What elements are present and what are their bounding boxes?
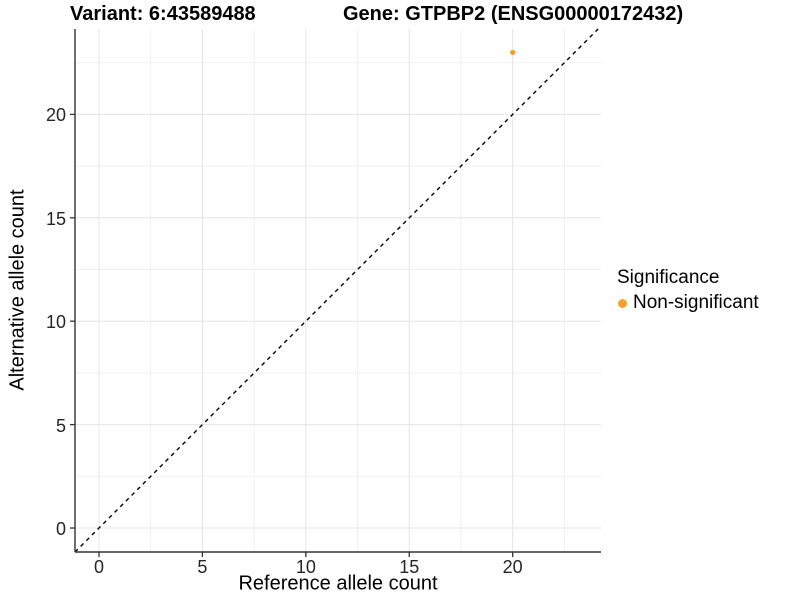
x-tick-label: 10 <box>295 557 316 577</box>
x-axis-title: Reference allele count <box>238 572 438 595</box>
legend-entry: Non-significant <box>617 292 759 314</box>
legend-entry-label: Non-significant <box>633 292 759 313</box>
x-tick-label: 15 <box>399 557 420 577</box>
x-tick-label: 0 <box>93 557 104 577</box>
gene-title: Gene: GTPBP2 (ENSG00000172432) <box>343 3 684 25</box>
legend-title: Significance <box>617 267 720 288</box>
data-point <box>510 49 516 55</box>
y-tick-label: 5 <box>55 415 66 436</box>
variant-title: Variant: 6:43589488 <box>70 3 256 25</box>
legend-point-swatch-icon <box>618 298 627 308</box>
y-tick-label: 10 <box>45 312 66 333</box>
y-tick-label: 15 <box>45 208 66 229</box>
y-tick-label: 20 <box>45 105 66 126</box>
y-tick-label: 0 <box>55 519 66 539</box>
identity-line <box>74 28 599 553</box>
x-tick-label: 20 <box>502 557 523 577</box>
legend: Significance Non-significant <box>617 267 759 314</box>
x-tick-label: 5 <box>197 557 208 577</box>
